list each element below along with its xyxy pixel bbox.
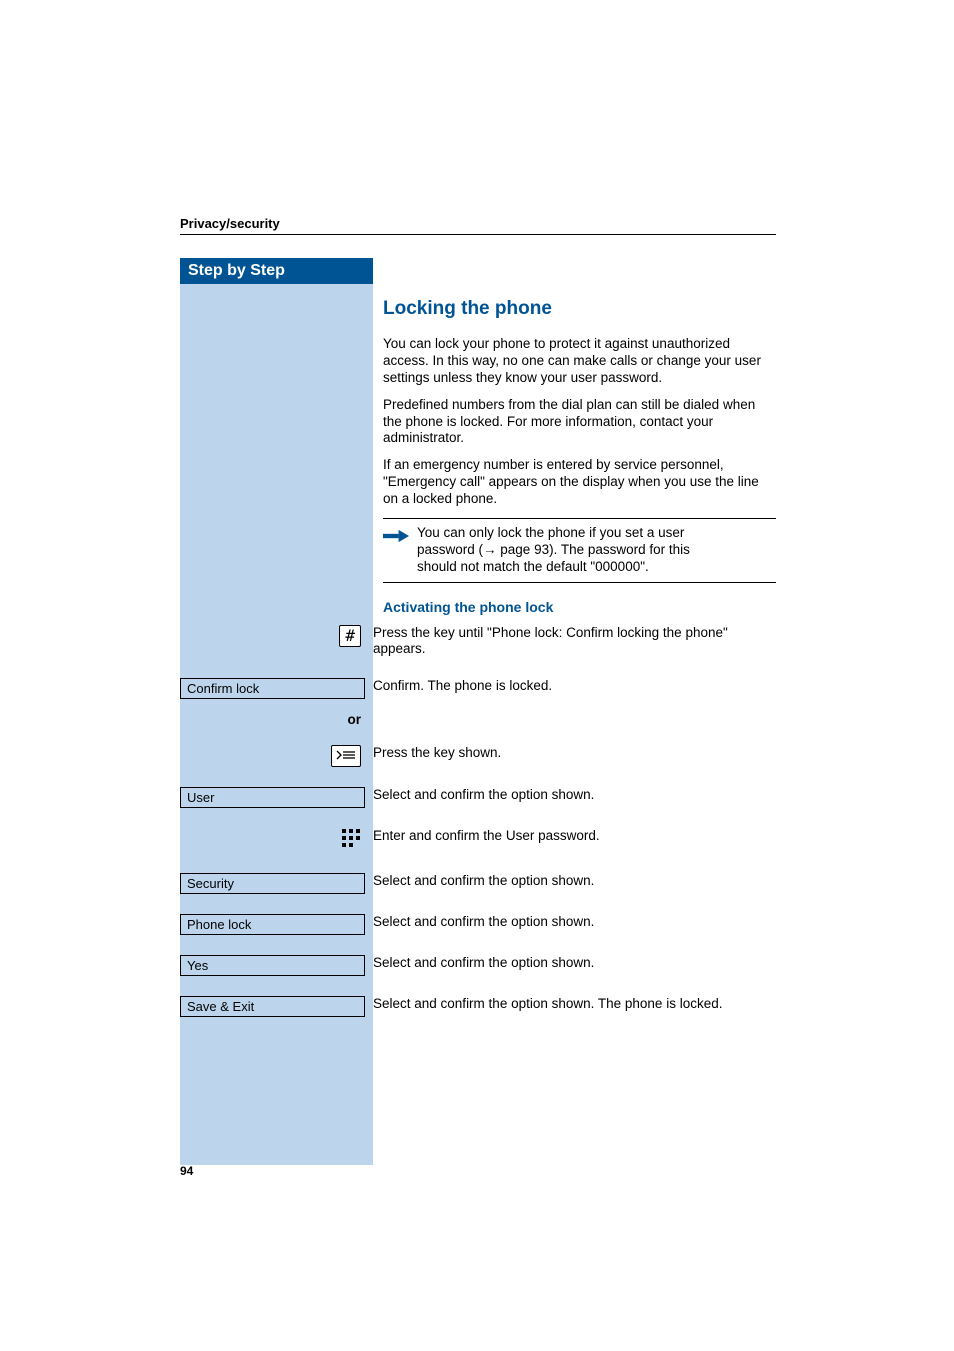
step-menu-key-left [180,745,373,767]
step-security-left: Security [180,873,373,894]
step-menu-key-text: Press the key shown. [373,745,776,762]
step-user-left: User [180,787,373,808]
step-hash: # Press the key until "Phone lock: Confi… [383,625,776,659]
step-or-left: or [180,711,373,729]
page: Privacy/security Step by Step Locking th… [0,0,954,1351]
step-or: or [383,711,776,729]
menu-security: Security [180,873,365,894]
right-arrow-icon: → [483,542,497,557]
note-box: You can only lock the phone if you set a… [383,518,776,583]
page-number: 94 [180,1164,193,1178]
paragraph-1: You can lock your phone to protect it ag… [383,336,776,387]
note-arrow-icon [383,527,409,550]
step-save-exit-left: Save & Exit [180,996,373,1017]
note-line2a: password ( [417,542,483,557]
menu-phone-lock: Phone lock [180,914,365,935]
step-keypad: Enter and confirm the User password. [383,828,776,853]
or-label: or [348,712,362,727]
step-confirm-lock-left: Confirm lock [180,678,373,699]
content-column: Locking the phone You can lock your phon… [383,258,776,1037]
note-text: You can only lock the phone if you set a… [417,525,690,576]
step-phone-lock: Phone lock Select and confirm the option… [383,914,776,935]
menu-key-icon [331,745,361,767]
sidebar-title: Step by Step [180,258,373,284]
step-hash-text: Press the key until "Phone lock: Confirm… [373,625,776,659]
step-yes-left: Yes [180,955,373,976]
step-user: User Select and confirm the option shown… [383,787,776,808]
header-rule [180,234,776,235]
step-user-text: Select and confirm the option shown. [373,787,776,804]
note-line2b: page 93). The password for this [497,542,690,557]
header-section-label: Privacy/security [180,216,280,231]
menu-yes: Yes [180,955,365,976]
menu-confirm-lock: Confirm lock [180,678,365,699]
step-yes: Yes Select and confirm the option shown. [383,955,776,976]
paragraph-2: Predefined numbers from the dial plan ca… [383,397,776,448]
step-hash-left: # [180,625,373,647]
hash-key-icon: # [339,625,361,647]
step-confirm-lock-text: Confirm. The phone is locked. [373,678,776,695]
note-line1: You can only lock the phone if you set a… [417,525,684,540]
step-phone-lock-left: Phone lock [180,914,373,935]
section-heading: Locking the phone [383,298,776,320]
keypad-icon [341,828,361,853]
step-save-exit: Save & Exit Select and confirm the optio… [383,996,776,1017]
step-security-text: Select and confirm the option shown. [373,873,776,890]
step-keypad-text: Enter and confirm the User password. [373,828,776,845]
step-phone-lock-text: Select and confirm the option shown. [373,914,776,931]
subsection-heading: Activating the phone lock [383,599,776,615]
menu-save-exit: Save & Exit [180,996,365,1017]
step-security: Security Select and confirm the option s… [383,873,776,894]
note-line3: should not match the default "000000". [417,559,649,574]
step-keypad-left [180,828,373,853]
menu-user: User [180,787,365,808]
step-save-exit-text: Select and confirm the option shown. The… [373,996,776,1013]
step-confirm-lock: Confirm lock Confirm. The phone is locke… [383,678,776,699]
paragraph-3: If an emergency number is entered by ser… [383,457,776,508]
step-menu-key: Press the key shown. [383,745,776,767]
step-yes-text: Select and confirm the option shown. [373,955,776,972]
